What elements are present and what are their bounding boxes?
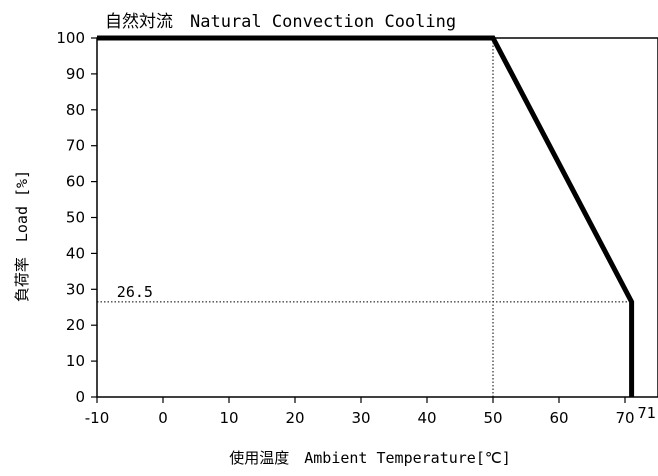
y-tick-label: 30 <box>66 280 85 298</box>
y-tick-label: 0 <box>75 388 85 406</box>
x-tick-label: 40 <box>417 409 436 427</box>
x-tick-label: 10 <box>219 409 238 427</box>
y-axis-title: 負荷率 Load [%] <box>13 170 31 302</box>
x-tick-label: 70 <box>615 409 634 427</box>
x-tick-label: 30 <box>351 409 370 427</box>
annotation-label: 26.5 <box>117 283 153 301</box>
x-tick-label: 60 <box>549 409 568 427</box>
y-tick-label: 10 <box>66 352 85 370</box>
x-tick-label: 0 <box>158 409 168 427</box>
x-axis-title: 使用温度 Ambient Temperature[℃] <box>229 449 511 467</box>
x-tick-label: 50 <box>483 409 502 427</box>
series-layer <box>97 35 635 397</box>
guide-lines <box>97 38 632 397</box>
y-tick-label: 20 <box>66 316 85 334</box>
annotation-label: 71 <box>638 404 656 422</box>
y-tick-label: 70 <box>66 137 85 155</box>
y-tick-label: 100 <box>56 29 85 47</box>
y-tick-label: 40 <box>66 244 85 262</box>
y-tick-label: 60 <box>66 173 85 191</box>
x-tick-label: -10 <box>85 409 110 427</box>
y-axis-ticks: 0 10 20 30 40 50 60 70 80 90 100 <box>56 29 97 406</box>
y-tick-label: 50 <box>66 209 85 227</box>
x-axis-ticks: -10 0 10 20 30 40 50 60 70 <box>85 397 635 427</box>
chart-title: 自然対流 Natural Convection Cooling <box>105 12 456 32</box>
annotation-layer: 26.5 71 <box>117 283 656 422</box>
x-tick-label: 20 <box>285 409 304 427</box>
y-tick-label: 80 <box>66 101 85 119</box>
y-tick-label: 90 <box>66 65 85 83</box>
series-line <box>97 35 635 397</box>
plot-frame <box>96 37 658 398</box>
